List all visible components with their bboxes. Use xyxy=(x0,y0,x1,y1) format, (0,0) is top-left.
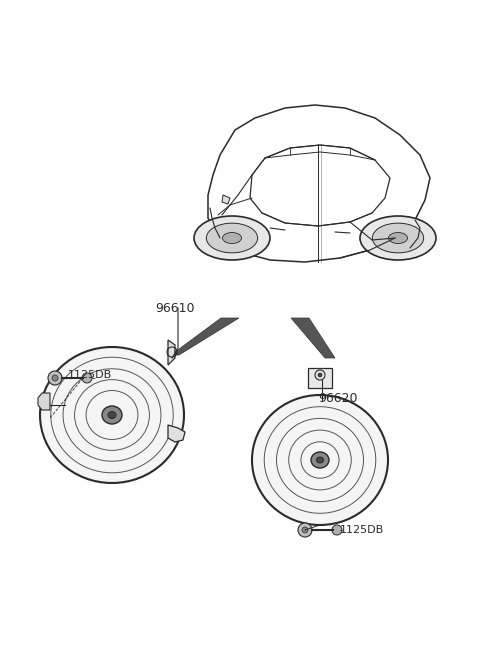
Ellipse shape xyxy=(108,411,116,419)
Polygon shape xyxy=(171,318,239,355)
Ellipse shape xyxy=(252,395,388,525)
Circle shape xyxy=(302,527,308,533)
Text: 1125DB: 1125DB xyxy=(340,525,384,535)
Polygon shape xyxy=(291,318,335,358)
Polygon shape xyxy=(168,425,185,442)
Ellipse shape xyxy=(194,216,270,260)
Circle shape xyxy=(332,525,342,535)
Text: 96620: 96620 xyxy=(318,392,358,405)
Circle shape xyxy=(82,373,92,383)
Ellipse shape xyxy=(311,452,329,468)
Polygon shape xyxy=(168,340,175,365)
Polygon shape xyxy=(222,195,230,204)
Circle shape xyxy=(318,373,322,377)
Polygon shape xyxy=(38,393,50,410)
Circle shape xyxy=(48,371,62,385)
Ellipse shape xyxy=(316,457,324,463)
Ellipse shape xyxy=(102,406,122,424)
Ellipse shape xyxy=(206,223,258,253)
Ellipse shape xyxy=(372,223,424,253)
Text: 1125DB: 1125DB xyxy=(68,370,112,380)
Ellipse shape xyxy=(223,233,241,244)
Ellipse shape xyxy=(360,216,436,260)
Text: 96610: 96610 xyxy=(155,302,194,315)
Circle shape xyxy=(298,523,312,537)
Ellipse shape xyxy=(388,233,408,244)
Circle shape xyxy=(52,375,58,381)
Ellipse shape xyxy=(40,347,184,483)
Polygon shape xyxy=(308,368,332,388)
